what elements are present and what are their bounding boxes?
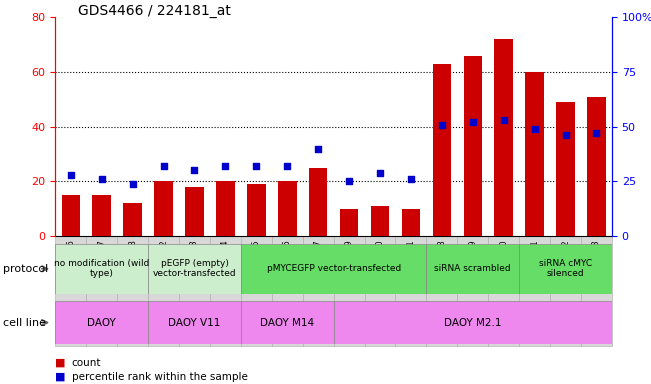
- Text: pEGFP (empty)
vector-transfected: pEGFP (empty) vector-transfected: [153, 259, 236, 278]
- Bar: [488, 236, 519, 346]
- Bar: [370, 206, 389, 236]
- Bar: [464, 56, 482, 236]
- Point: [499, 117, 509, 123]
- Point: [529, 126, 540, 132]
- Bar: [55, 236, 86, 346]
- Text: cell line: cell line: [3, 318, 46, 328]
- Bar: [333, 301, 612, 344]
- Bar: [148, 301, 241, 344]
- Point: [128, 180, 138, 187]
- Bar: [185, 187, 204, 236]
- Bar: [148, 236, 179, 346]
- Bar: [581, 236, 612, 346]
- Point: [344, 179, 354, 185]
- Point: [282, 163, 292, 169]
- Point: [591, 130, 602, 136]
- Bar: [395, 236, 426, 346]
- Text: ■: ■: [55, 372, 66, 382]
- Bar: [525, 72, 544, 236]
- Bar: [402, 209, 420, 236]
- Text: count: count: [72, 358, 101, 368]
- Text: protocol: protocol: [3, 264, 49, 274]
- Point: [66, 172, 76, 178]
- Bar: [124, 204, 142, 236]
- Bar: [340, 209, 358, 236]
- Bar: [556, 102, 575, 236]
- Bar: [587, 97, 605, 236]
- Point: [313, 146, 324, 152]
- Bar: [519, 244, 612, 294]
- Bar: [494, 39, 513, 236]
- Bar: [271, 236, 303, 346]
- Point: [251, 163, 262, 169]
- Bar: [519, 236, 550, 346]
- Point: [437, 121, 447, 127]
- Bar: [241, 236, 271, 346]
- Text: DAOY V11: DAOY V11: [169, 318, 221, 328]
- Bar: [179, 236, 210, 346]
- Point: [189, 167, 200, 174]
- Bar: [92, 195, 111, 236]
- Bar: [210, 236, 241, 346]
- Point: [375, 170, 385, 176]
- Bar: [154, 182, 173, 236]
- Point: [406, 176, 416, 182]
- Point: [561, 132, 571, 139]
- Bar: [55, 301, 148, 344]
- Bar: [241, 301, 333, 344]
- Bar: [247, 184, 266, 236]
- Bar: [241, 244, 426, 294]
- Text: siRNA scrambled: siRNA scrambled: [434, 264, 511, 273]
- Point: [467, 119, 478, 126]
- Point: [96, 176, 107, 182]
- Bar: [365, 236, 395, 346]
- Bar: [216, 182, 234, 236]
- Bar: [55, 244, 148, 294]
- Bar: [426, 244, 519, 294]
- Bar: [278, 182, 296, 236]
- Bar: [550, 236, 581, 346]
- Text: percentile rank within the sample: percentile rank within the sample: [72, 372, 247, 382]
- Text: DAOY M14: DAOY M14: [260, 318, 314, 328]
- Text: DAOY: DAOY: [87, 318, 116, 328]
- Point: [220, 163, 230, 169]
- Bar: [86, 236, 117, 346]
- Text: GDS4466 / 224181_at: GDS4466 / 224181_at: [78, 4, 231, 18]
- Text: no modification (wild
type): no modification (wild type): [54, 259, 150, 278]
- Bar: [426, 236, 457, 346]
- Bar: [457, 236, 488, 346]
- Bar: [303, 236, 333, 346]
- Bar: [61, 195, 80, 236]
- Bar: [148, 244, 241, 294]
- Bar: [333, 236, 365, 346]
- Text: ■: ■: [55, 358, 66, 368]
- Text: DAOY M2.1: DAOY M2.1: [444, 318, 501, 328]
- Text: siRNA cMYC
silenced: siRNA cMYC silenced: [539, 259, 592, 278]
- Bar: [117, 236, 148, 346]
- Bar: [309, 168, 327, 236]
- Text: pMYCEGFP vector-transfected: pMYCEGFP vector-transfected: [266, 264, 401, 273]
- Point: [158, 163, 169, 169]
- Bar: [432, 64, 451, 236]
